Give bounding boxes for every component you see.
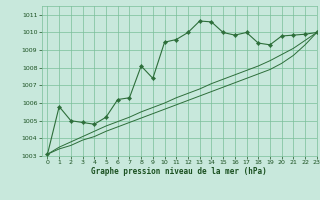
X-axis label: Graphe pression niveau de la mer (hPa): Graphe pression niveau de la mer (hPa) — [91, 167, 267, 176]
